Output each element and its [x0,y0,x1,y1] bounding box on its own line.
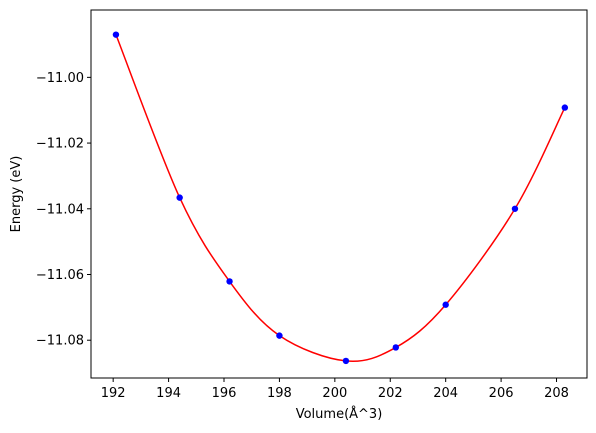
data-point [561,104,569,111]
y-tick-label: −11.08 [36,334,84,349]
x-tick-label: 200 [322,386,347,401]
data-point [112,31,120,38]
axes-frame [90,9,588,379]
x-axis-label: Volume(Å^3) [296,406,383,422]
data-point [392,344,400,351]
data-point [276,332,283,339]
y-tick-label: −11.00 [36,71,84,86]
y-tick-label: −11.06 [36,268,84,283]
data-point [511,205,519,212]
y-tick-label: −11.02 [36,137,84,152]
x-tick-label: 208 [544,386,569,401]
data-point [442,301,449,308]
x-tick-label: 202 [378,386,403,401]
data-point [226,278,233,285]
x-tick-label: 204 [433,386,458,401]
fit-curve-line [115,34,566,363]
y-tick-label: −11.04 [36,202,84,217]
x-tick-label: 198 [267,386,292,401]
plot-area [112,31,569,365]
x-tick-label: 192 [101,386,126,401]
x-tick-label: 196 [212,386,237,401]
x-tick-label: 194 [156,386,181,401]
data-point [342,357,350,365]
y-axis-ticks: −11.08 −11.06 −11.04 −11.02 −11.00 [36,71,91,349]
x-axis-ticks: 192 194 196 198 200 202 204 206 208 [101,378,569,401]
data-point [176,194,183,201]
x-tick-label: 206 [489,386,514,401]
y-axis-label: Energy (eV) [9,156,24,233]
